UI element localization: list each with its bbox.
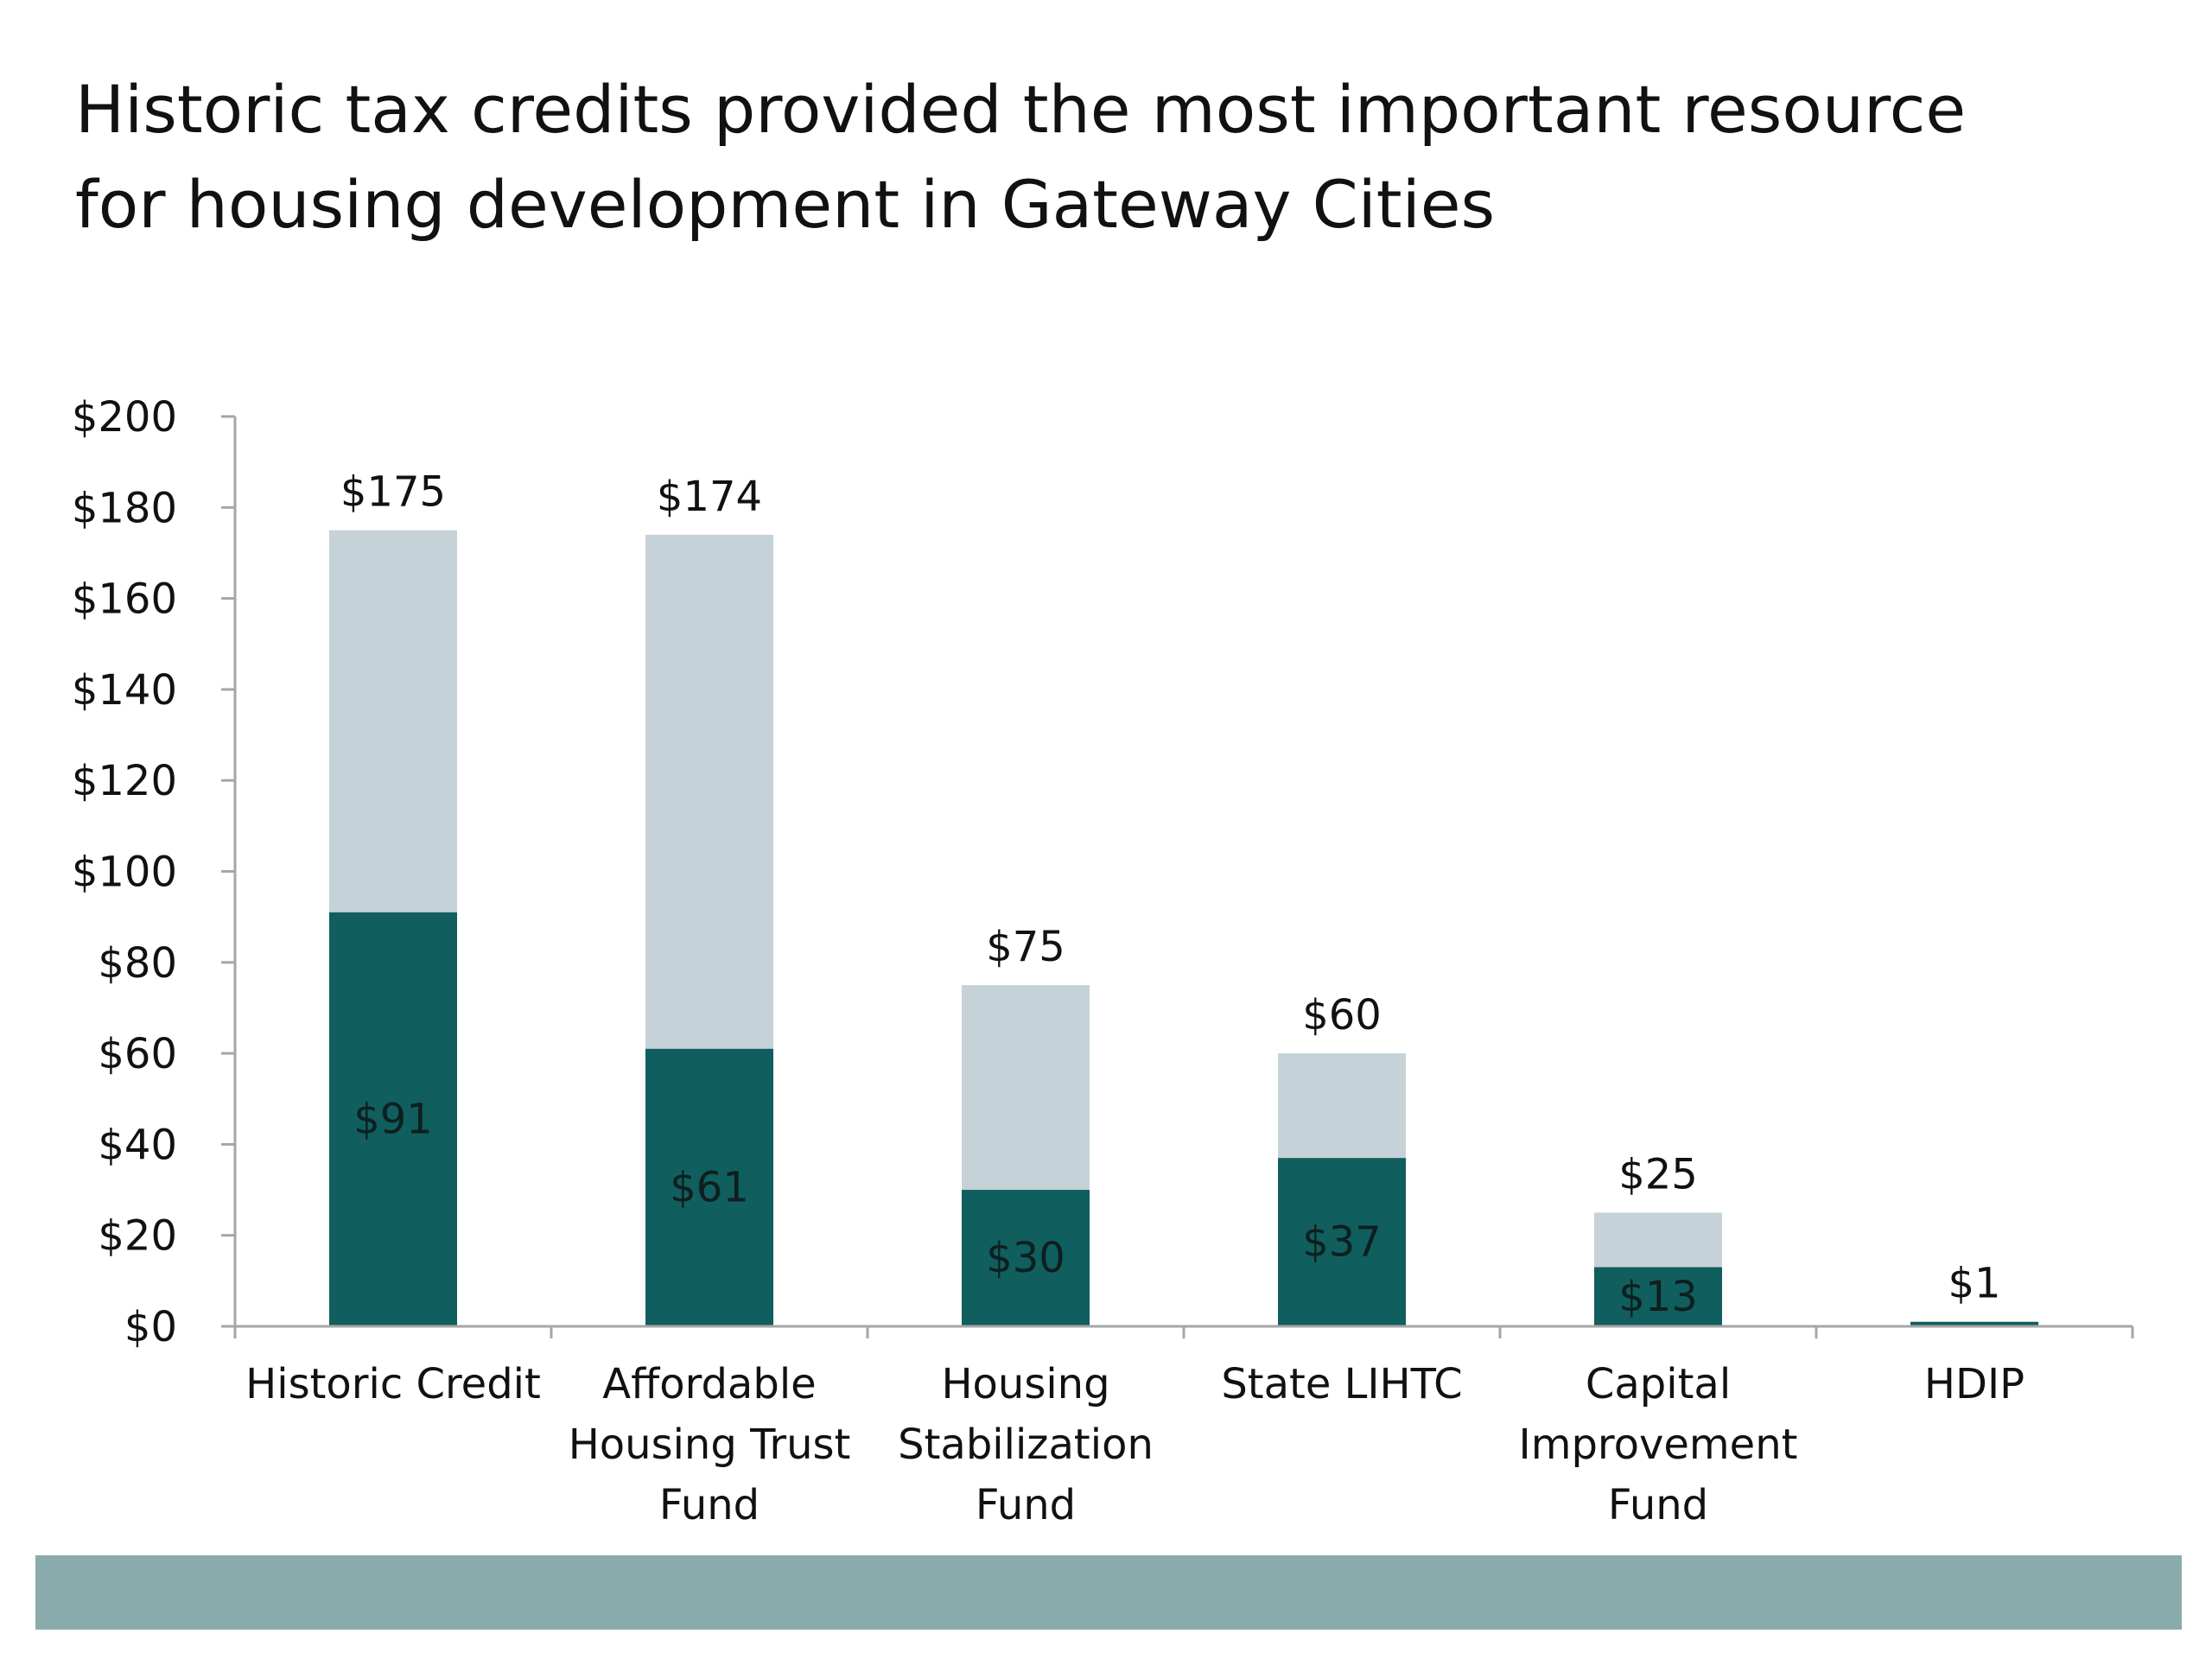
total-value-label: $1 xyxy=(1948,1260,2000,1308)
y-tick-label: $120 xyxy=(72,757,177,805)
category-label: Affordable Housing Trust Fund xyxy=(569,1360,851,1529)
y-tick-label: $80 xyxy=(98,939,177,988)
y-tick-label: $140 xyxy=(72,666,177,715)
bar-base-segment xyxy=(645,1048,773,1326)
category-label: Housing Stabilization Fund xyxy=(898,1360,1154,1529)
labels-layer: $175 $91 Historic Credit $174 $61 Affordable H… xyxy=(72,393,2024,1529)
category-label: Historic Credit xyxy=(245,1360,541,1408)
bar-base-segment xyxy=(1594,1267,1722,1326)
category-label-line: HDIP xyxy=(1924,1360,2024,1408)
y-tick-label: $100 xyxy=(72,849,177,897)
category-label-line: Affordable xyxy=(602,1360,816,1408)
total-value-label: $75 xyxy=(986,923,1065,971)
category-label-line: Housing Trust xyxy=(569,1421,851,1469)
y-tick-label: $0 xyxy=(124,1303,177,1351)
category-label-line: Fund xyxy=(659,1481,760,1529)
total-value-label: $25 xyxy=(1618,1150,1698,1198)
total-value-label: $174 xyxy=(657,473,762,521)
category-label-line: State LIHTC xyxy=(1221,1360,1462,1408)
base-value-label: $37 xyxy=(1302,1218,1382,1267)
footer-bar xyxy=(35,1555,2182,1630)
bar-base-segment xyxy=(962,1190,1090,1326)
y-tick-label: $180 xyxy=(72,484,177,532)
slide-title: Historic tax credits provided the most i… xyxy=(75,62,2063,252)
category-label: State LIHTC xyxy=(1221,1360,1462,1408)
base-value-label: $61 xyxy=(670,1163,749,1211)
y-tick-label: $200 xyxy=(72,393,177,442)
category-label: HDIP xyxy=(1924,1360,2024,1408)
category-label-line: Fund xyxy=(976,1481,1076,1529)
bar-base-segment xyxy=(329,912,457,1326)
category-label: Capital Improvement Fund xyxy=(1519,1360,1798,1529)
title-line-2: for housing development in Gateway Citie… xyxy=(75,166,1496,243)
category-label-line: Housing xyxy=(941,1360,1109,1408)
total-value-label: $175 xyxy=(340,468,446,517)
bar-base-segment xyxy=(1278,1158,1406,1326)
y-tick-label: $40 xyxy=(98,1121,177,1169)
category-label-line: Historic Credit xyxy=(245,1360,541,1408)
base-value-label: $91 xyxy=(353,1095,433,1143)
bars-layer xyxy=(329,530,2038,1326)
y-tick-label: $160 xyxy=(72,575,177,624)
bar-total xyxy=(1910,1321,2038,1326)
y-tick-label: $60 xyxy=(98,1030,177,1078)
base-value-label: $30 xyxy=(986,1234,1065,1282)
base-value-label: $13 xyxy=(1618,1273,1698,1321)
axes-layer xyxy=(221,415,2134,1338)
category-label-line: Capital xyxy=(1586,1360,1731,1408)
title-line-1: Historic tax credits provided the most i… xyxy=(75,71,1967,148)
category-label-line: Fund xyxy=(1608,1481,1708,1529)
y-tick-label: $20 xyxy=(98,1212,177,1261)
category-label-line: Improvement xyxy=(1519,1421,1798,1469)
total-value-label: $60 xyxy=(1302,991,1382,1039)
category-label-line: Stabilization xyxy=(898,1421,1154,1469)
